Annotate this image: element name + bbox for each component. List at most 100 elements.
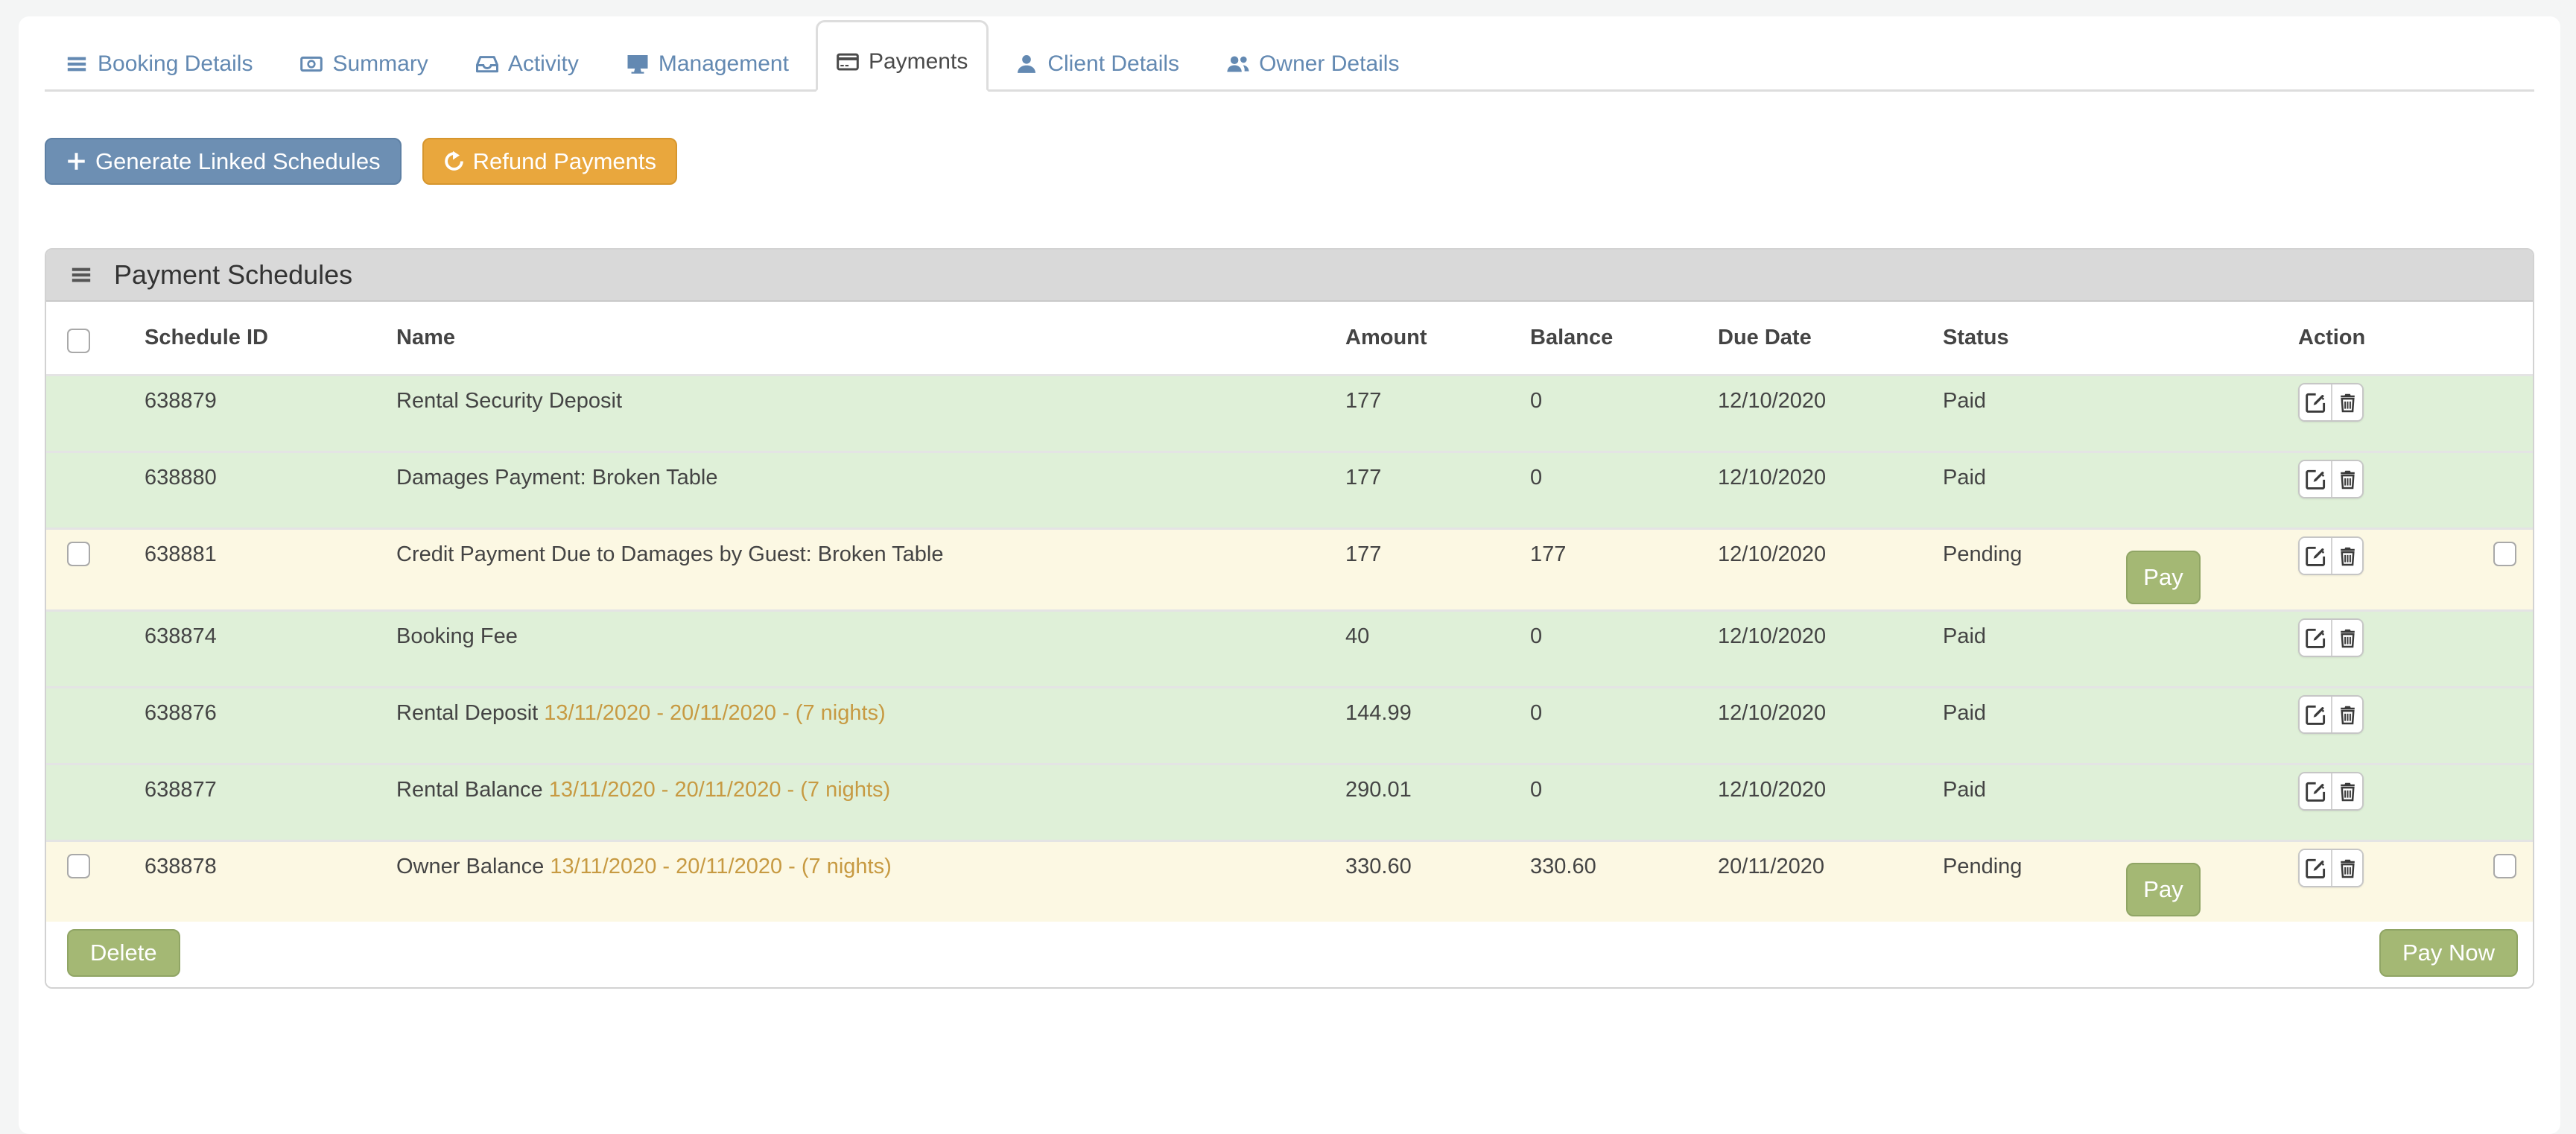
edit-button[interactable] [2300, 384, 2331, 420]
amount-cell: 40 [1345, 624, 1370, 648]
select-all-checkbox[interactable] [67, 329, 90, 353]
name-cell: Rental Security Deposit [396, 389, 623, 413]
date-range-text: 13/11/2020 - 20/11/2020 - (7 nights) [544, 701, 886, 725]
table-row: 638874 Booking Fee 40 0 12/10/2020 Paid … [46, 609, 2533, 686]
refund-payments-button[interactable]: Refund Payments [422, 138, 678, 185]
delete-row-button[interactable] [2331, 538, 2362, 574]
edit-button[interactable] [2300, 850, 2331, 886]
due-date-cell: 20/11/2020 [1718, 855, 1824, 878]
tab-management[interactable]: Management [606, 34, 810, 92]
name-cell: Rental Deposit 13/11/2020 - 20/11/2020 -… [396, 701, 886, 725]
edit-icon [2305, 546, 2326, 566]
balance-cell: 330.60 [1530, 855, 1596, 878]
credit-card-icon [837, 51, 859, 73]
table-row: 638880 Damages Payment: Broken Table 177… [46, 451, 2533, 528]
balance-cell: 0 [1530, 466, 1543, 490]
edit-button[interactable] [2300, 620, 2331, 656]
schedule-id-cell: 638876 [145, 701, 217, 725]
column-header-name: Name [396, 326, 455, 349]
user-icon [1015, 53, 1038, 75]
tab-summary[interactable]: Summary [279, 34, 448, 92]
row-checkbox[interactable] [67, 854, 90, 878]
edit-button[interactable] [2300, 538, 2331, 574]
edit-icon [2305, 469, 2326, 490]
row-checkbox[interactable] [67, 542, 90, 566]
amount-cell: 330.60 [1345, 855, 1412, 878]
pay-button[interactable]: Pay [2126, 863, 2201, 916]
status-text: Paid [1943, 466, 1987, 490]
edit-button[interactable] [2300, 697, 2331, 732]
delete-button[interactable]: Delete [67, 929, 180, 977]
banknote-icon [300, 53, 323, 75]
edit-icon [2305, 705, 2326, 725]
table-row: 638876 Rental Deposit 13/11/2020 - 20/11… [46, 686, 2533, 763]
amount-cell: 177 [1345, 389, 1382, 413]
trash-icon [2338, 858, 2358, 878]
hamburger-icon[interactable] [69, 264, 94, 286]
tab-owner-details[interactable]: Owner Details [1206, 34, 1420, 92]
tab-activity[interactable]: Activity [455, 34, 600, 92]
table-row: 638879 Rental Security Deposit 177 0 12/… [46, 374, 2533, 451]
delete-row-button[interactable] [2331, 620, 2362, 656]
table-row: 638881 Credit Payment Due to Damages by … [46, 528, 2533, 609]
tab-label: Summary [332, 51, 428, 76]
balance-cell: 0 [1530, 624, 1543, 648]
status-text: Paid [1943, 624, 1987, 648]
monitor-icon [626, 53, 649, 75]
edit-button[interactable] [2300, 461, 2331, 497]
trash-icon [2338, 705, 2358, 725]
delete-row-button[interactable] [2331, 697, 2362, 732]
due-date-cell: 12/10/2020 [1718, 778, 1827, 802]
column-header-balance: Balance [1530, 326, 1614, 349]
delete-row-button[interactable] [2331, 461, 2362, 497]
plus-icon [66, 151, 87, 172]
content-card: Booking Details Summary Activity Managem… [19, 16, 2560, 1134]
action-button-group [2298, 618, 2364, 657]
edit-button[interactable] [2300, 773, 2331, 809]
name-cell: Owner Balance 13/11/2020 - 20/11/2020 - … [396, 855, 892, 878]
list-icon [66, 53, 88, 75]
name-cell: Damages Payment: Broken Table [396, 466, 718, 490]
schedule-id-cell: 638878 [145, 855, 217, 878]
delete-row-button[interactable] [2331, 773, 2362, 809]
name-cell: Rental Balance 13/11/2020 - 20/11/2020 -… [396, 778, 891, 802]
status-text: Paid [1943, 778, 1987, 802]
schedule-id-cell: 638874 [145, 624, 217, 648]
amount-cell: 177 [1345, 542, 1382, 566]
action-button-group [2298, 536, 2364, 575]
schedule-id-cell: 638880 [145, 466, 217, 490]
status-text: Pending [1943, 542, 2023, 566]
tab-booking-details[interactable]: Booking Details [45, 34, 273, 92]
tab-client-details[interactable]: Client Details [994, 34, 1200, 92]
column-header-action: Action [2298, 326, 2366, 349]
tab-label: Payments [868, 49, 968, 74]
action-button-group [2298, 849, 2364, 887]
generate-linked-schedules-button[interactable]: Generate Linked Schedules [45, 138, 402, 185]
trash-icon [2338, 469, 2358, 490]
panel-footer: Delete Pay Now [46, 922, 2533, 987]
pay-now-button[interactable]: Pay Now [2379, 929, 2518, 977]
pay-button[interactable]: Pay [2126, 551, 2201, 604]
column-header-schedule-id: Schedule ID [145, 326, 268, 349]
column-header-due-date: Due Date [1718, 326, 1812, 349]
tab-label: Client Details [1047, 51, 1180, 76]
pay-select-checkbox[interactable] [2493, 854, 2516, 878]
balance-cell: 177 [1530, 542, 1567, 566]
due-date-cell: 12/10/2020 [1718, 466, 1827, 490]
payment-schedules-panel: Payment Schedules Schedule ID Name Amoun… [45, 248, 2534, 989]
users-icon [1227, 53, 1249, 75]
due-date-cell: 12/10/2020 [1718, 624, 1827, 648]
tab-payments[interactable]: Payments [815, 20, 989, 92]
date-range-text: 13/11/2020 - 20/11/2020 - (7 nights) [548, 778, 891, 802]
panel-title: Payment Schedules [114, 259, 353, 290]
table-body: 638879 Rental Security Deposit 177 0 12/… [46, 374, 2533, 922]
edit-icon [2305, 628, 2326, 648]
due-date-cell: 12/10/2020 [1718, 542, 1827, 566]
amount-cell: 177 [1345, 466, 1382, 490]
delete-row-button[interactable] [2331, 850, 2362, 886]
delete-row-button[interactable] [2331, 384, 2362, 420]
column-header-status: Status [1943, 326, 2009, 349]
pay-select-checkbox[interactable] [2493, 542, 2516, 566]
name-cell: Booking Fee [396, 624, 518, 648]
toolbar: Generate Linked Schedules Refund Payment… [45, 138, 2534, 185]
